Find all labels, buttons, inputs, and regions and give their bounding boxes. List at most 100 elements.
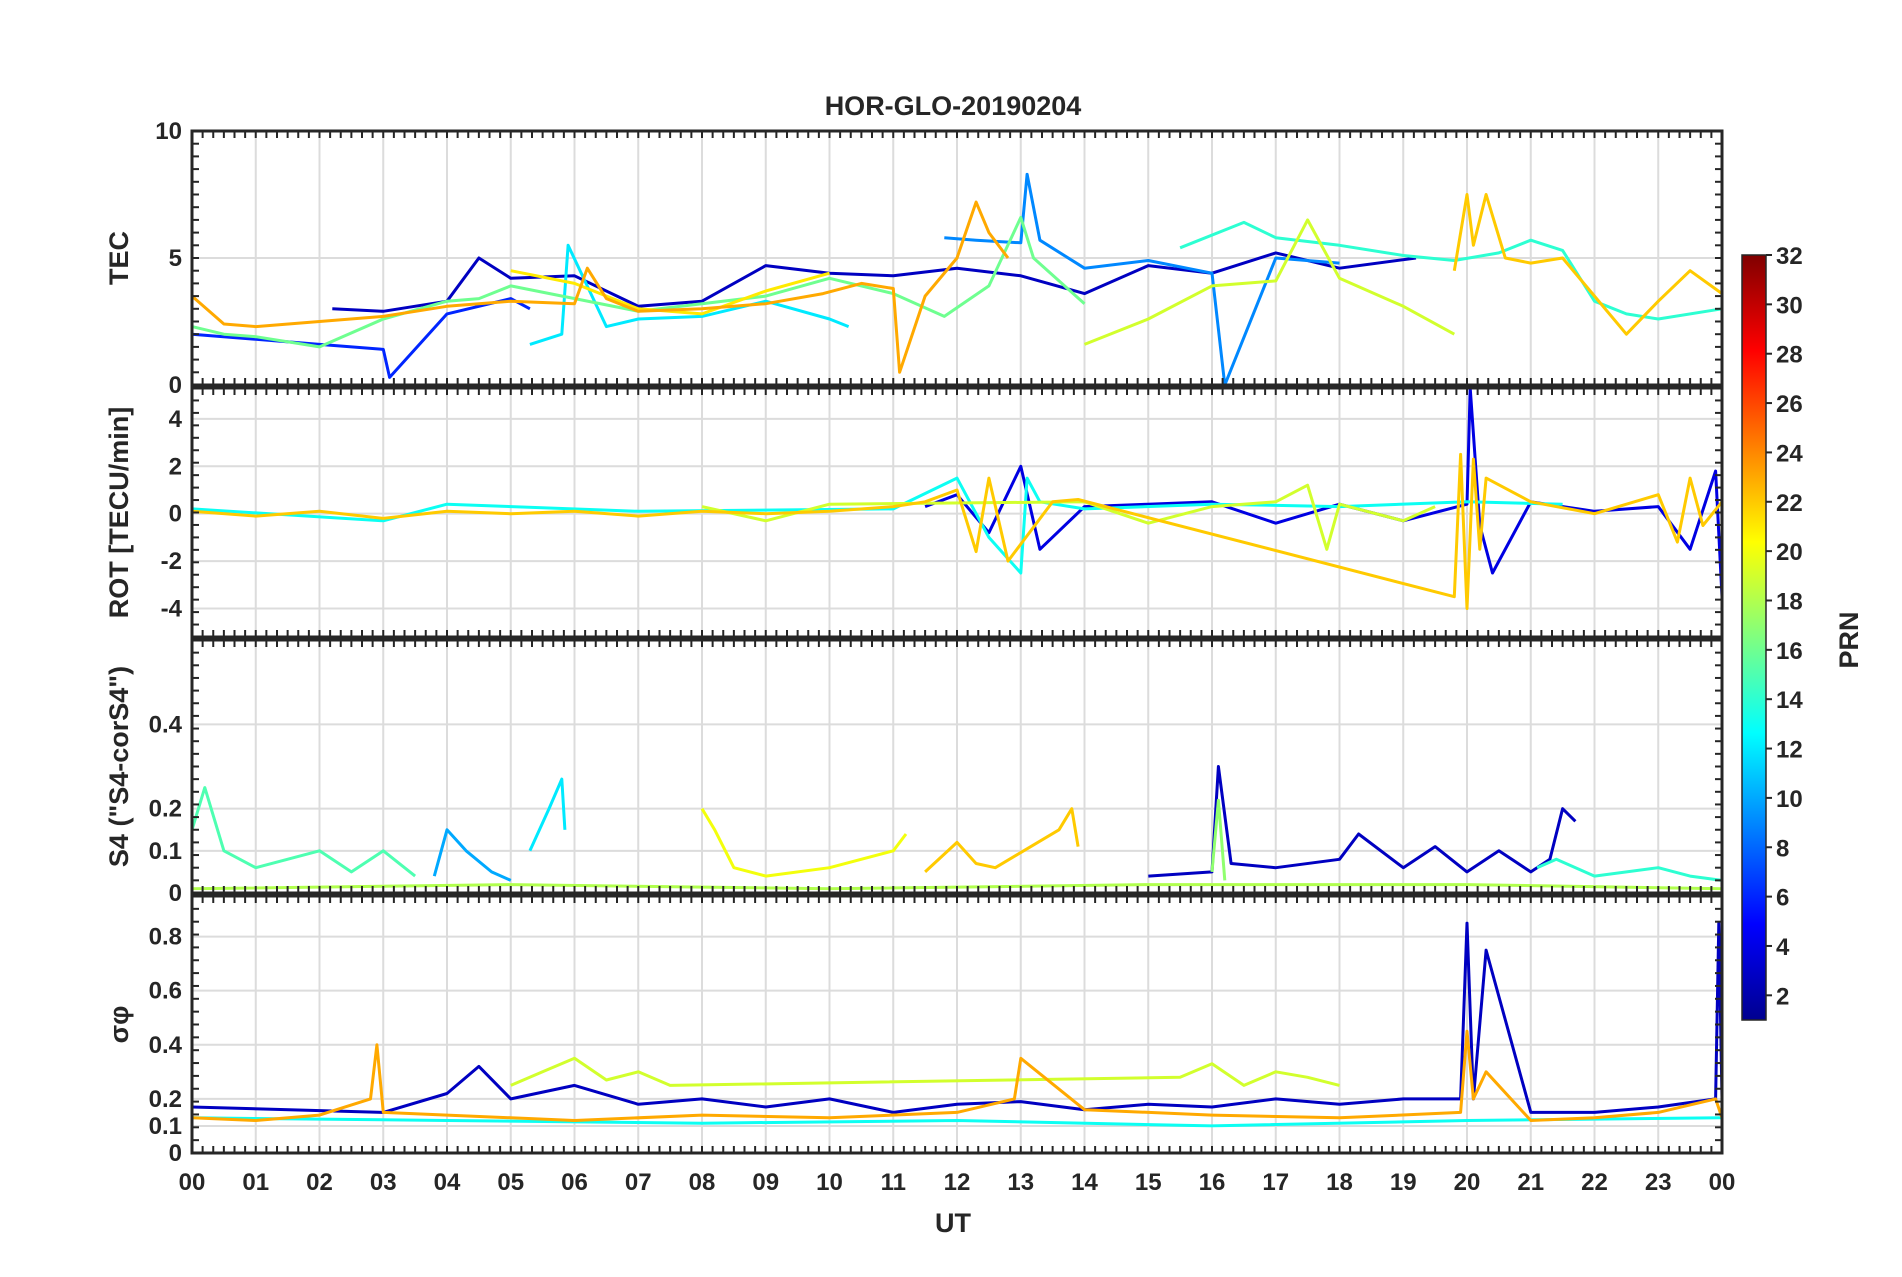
series-prn-23 xyxy=(192,1031,1722,1120)
x-tick-label: 05 xyxy=(497,1169,524,1196)
series-prn-14 xyxy=(1537,859,1722,880)
x-tick-label: 20 xyxy=(1454,1169,1481,1196)
chart-title: HOR-GLO-20190204 xyxy=(825,91,1082,121)
panel-s4-y-tick-label: 0.2 xyxy=(149,796,182,823)
panel-rot-frame xyxy=(190,386,1724,639)
panel-sigma-y-tick-label: 0.4 xyxy=(149,1032,183,1059)
panel-rot-y-tick-label: -4 xyxy=(161,596,183,623)
colorbar-tick-label: 10 xyxy=(1776,786,1803,813)
colorbar-tick-label: 24 xyxy=(1776,440,1803,467)
colorbar-tick-label: 14 xyxy=(1776,687,1803,714)
series-prn-19 xyxy=(702,485,1435,549)
panel-sigma-y-tick-label: 0.8 xyxy=(149,924,182,951)
panel-tec: 0 5 10 TEC xyxy=(104,118,1724,399)
x-tick-label: 03 xyxy=(370,1169,397,1196)
x-tick-label: 08 xyxy=(689,1169,716,1196)
series-prn-22 xyxy=(192,454,1722,608)
colorbar-gradient xyxy=(1741,254,1767,1021)
panel-s4-y-tick-label: 0.1 xyxy=(149,838,182,865)
colorbar-tick-label: 30 xyxy=(1776,292,1803,319)
panel-rot: -4 -2 0 2 4 ROT [TECU/min] xyxy=(104,386,1724,639)
x-tick-label: 01 xyxy=(242,1169,269,1196)
x-axis-title: UT xyxy=(935,1208,971,1238)
x-tick-label: 14 xyxy=(1071,1169,1098,1196)
x-tick-label: 18 xyxy=(1326,1169,1353,1196)
x-tick-label: 16 xyxy=(1199,1169,1226,1196)
series-prn-3 xyxy=(192,923,1722,1112)
series-prn-13 xyxy=(192,1118,1722,1126)
panel-rot-y-tick-label: -2 xyxy=(161,548,182,575)
x-tick-label: 15 xyxy=(1135,1169,1162,1196)
series-prn-19 xyxy=(1085,220,1455,345)
panel-rot-y-axis-title: ROT [TECU/min] xyxy=(104,407,134,618)
panel-s4: 0 0.1 0.2 0.4 S4 ("S4-corS4") xyxy=(104,638,1724,907)
x-tick-label: 02 xyxy=(306,1169,333,1196)
series-prn-14 xyxy=(1180,222,1722,319)
colorbar-tick-label: 12 xyxy=(1776,737,1803,764)
colorbar-tick-label: 8 xyxy=(1776,835,1789,862)
x-tick-label: 22 xyxy=(1581,1169,1608,1196)
panel-rot-y-tick-label: 0 xyxy=(169,501,182,528)
colorbar-tick-label: 6 xyxy=(1776,885,1789,912)
panel-s4-frame xyxy=(190,638,1724,895)
panel-tec-y-tick-label: 10 xyxy=(155,118,182,145)
panel-tec-frame xyxy=(190,129,1724,387)
x-tick-label: 11 xyxy=(881,1169,906,1196)
x-tick-label: 21 xyxy=(1517,1169,1544,1196)
panel-sigma-y-axis-title: σφ xyxy=(104,1006,134,1044)
x-tick-label: 23 xyxy=(1645,1169,1672,1196)
series-prn-19 xyxy=(511,1058,1340,1085)
colorbar-tick-label: 18 xyxy=(1776,588,1803,615)
panel-sigma-frame xyxy=(190,894,1724,1155)
panel-rot-series xyxy=(192,388,1722,609)
x-tick-label: 13 xyxy=(1007,1169,1034,1196)
x-tick-label: 10 xyxy=(816,1169,843,1196)
series-prn-23 xyxy=(192,202,1008,372)
panel-s4-y-tick-label: 0 xyxy=(169,880,182,907)
panel-tec-y-tick-label: 5 xyxy=(169,245,182,272)
series-prn-13 xyxy=(192,478,1563,573)
colorbar-tick-label: 16 xyxy=(1776,638,1803,665)
panel-rot-y-tick-label: 2 xyxy=(169,453,182,480)
panel-sigma-y-tick-label: 0.1 xyxy=(149,1113,182,1140)
panel-tec-series xyxy=(192,174,1722,385)
x-tick-label: 19 xyxy=(1390,1169,1417,1196)
panel-sigma-y-tick-label: 0.6 xyxy=(149,978,182,1005)
colorbar-tick-label: 20 xyxy=(1776,539,1803,566)
colorbar-tick-label: 26 xyxy=(1776,391,1803,418)
series-prn-15 xyxy=(192,788,415,877)
panel-tec-y-axis-title: TEC xyxy=(104,231,134,285)
colorbar-tick-label: 2 xyxy=(1776,983,1789,1010)
panel-s4-y-axis-title: S4 ("S4-corS4") xyxy=(104,666,134,867)
x-tick-label: 07 xyxy=(625,1169,652,1196)
panel-sigma-series xyxy=(192,923,1722,1126)
colorbar-tick-label: 32 xyxy=(1776,243,1803,270)
x-tick-label: 04 xyxy=(434,1169,461,1196)
x-tick-label: 09 xyxy=(752,1169,779,1196)
series-prn-16 xyxy=(192,217,1085,347)
series-prn-22 xyxy=(925,809,1078,872)
x-tick-label: 00 xyxy=(179,1169,206,1196)
colorbar-tick-label: 22 xyxy=(1776,490,1803,517)
series-prn-17 xyxy=(1212,800,1225,880)
panel-tec-y-tick-label: 0 xyxy=(169,372,182,399)
x-tick-label: 12 xyxy=(944,1169,971,1196)
series-prn-10 xyxy=(434,830,511,881)
series-prn-9 xyxy=(944,174,1339,385)
panel-sigma-y-tick-label: 0 xyxy=(169,1140,182,1167)
series-prn-12 xyxy=(530,779,565,851)
colorbar-label: PRN xyxy=(1834,611,1864,668)
x-tick-label: 06 xyxy=(561,1169,588,1196)
x-tick-label: 17 xyxy=(1262,1169,1289,1196)
x-tick-label: 00 xyxy=(1709,1169,1736,1196)
series-prn-20 xyxy=(702,809,906,876)
panel-rot-y-tick-label: 4 xyxy=(169,406,183,433)
x-tick-labels: 00 01 02 03 04 05 06 07 08 09 10 11 12 13 14 15 16 17 18 19… xyxy=(179,1169,1736,1196)
colorbar-tick-label: 4 xyxy=(1776,934,1790,961)
panel-s4-y-tick-label: 0.4 xyxy=(149,711,183,738)
